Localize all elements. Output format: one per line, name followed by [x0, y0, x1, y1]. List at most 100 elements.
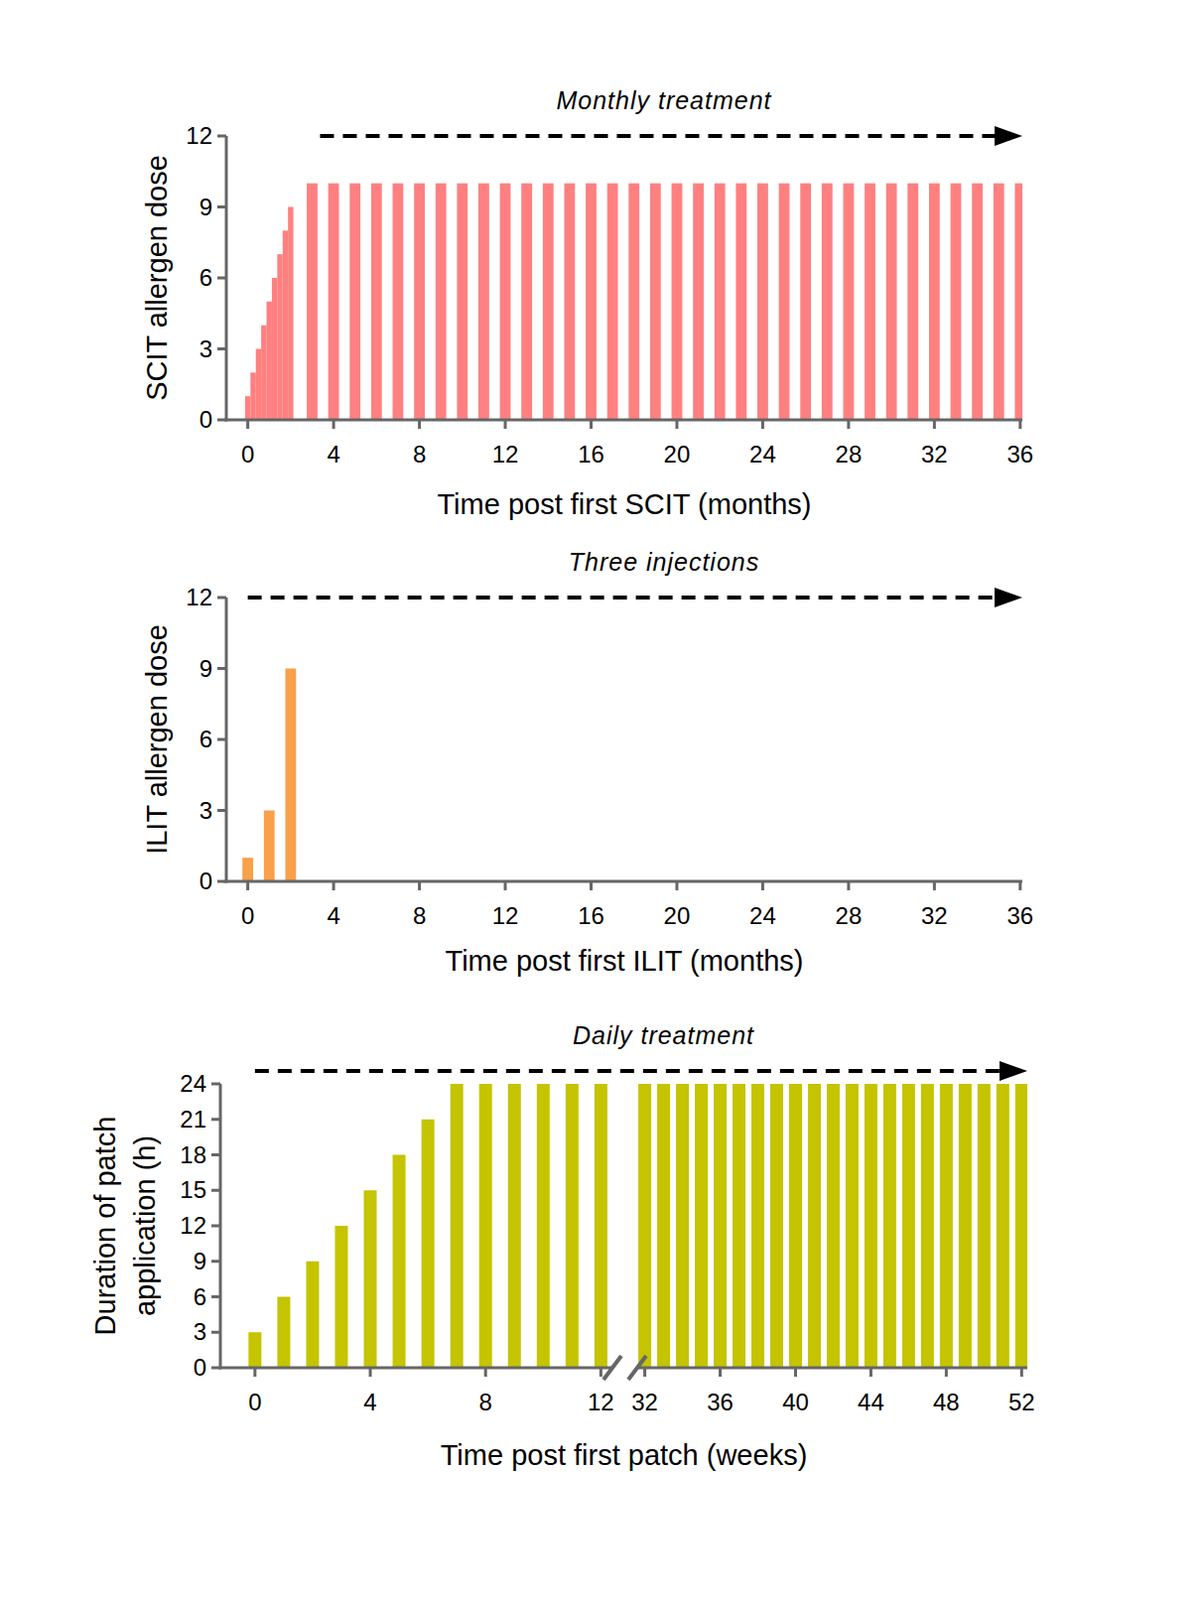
- bars: [248, 1083, 1028, 1368]
- bar: [585, 183, 597, 420]
- x-tick-label: 8: [412, 902, 426, 930]
- bar: [929, 183, 940, 420]
- bar: [770, 1083, 784, 1368]
- y-tick: [211, 1153, 221, 1157]
- x-axis: [225, 880, 1024, 884]
- bar: [328, 183, 340, 420]
- x-tick: [674, 419, 678, 429]
- bar: [628, 183, 640, 420]
- bar: [261, 325, 267, 420]
- bar: [393, 183, 404, 420]
- y-tick-label: 0: [193, 1353, 207, 1381]
- y-tick: [211, 1117, 221, 1121]
- y-tick-label: 24: [179, 1069, 207, 1097]
- x-tick-label: 24: [749, 902, 777, 930]
- arrow-head: [999, 1061, 1028, 1081]
- x-tick-label: 32: [921, 440, 948, 468]
- x-axis-label: Time post first SCIT (months): [436, 488, 811, 521]
- bar: [692, 183, 704, 420]
- title: Three injections: [568, 547, 760, 576]
- bar: [276, 1297, 290, 1369]
- y-tick: [217, 276, 227, 280]
- x-tick: [417, 881, 421, 891]
- bar: [450, 1083, 464, 1368]
- bar: [789, 1083, 802, 1368]
- x-tick: [504, 881, 508, 891]
- bar: [714, 183, 726, 420]
- bar: [245, 396, 251, 420]
- x-tick-label: 28: [835, 902, 863, 930]
- y-tick-label: 9: [199, 655, 213, 682]
- y-tick: [217, 596, 227, 600]
- x-tick-label: 36: [1006, 902, 1034, 930]
- x-tick-label: 20: [664, 440, 691, 468]
- x-tick-label: 12: [492, 902, 520, 930]
- x-tick: [253, 1367, 257, 1377]
- y-tick-label: 3: [199, 797, 213, 824]
- bar: [821, 183, 833, 420]
- x-tick: [846, 419, 850, 429]
- x-tick-label: 8: [479, 1388, 493, 1416]
- bar: [902, 1083, 916, 1368]
- x-tick: [589, 881, 593, 891]
- bar: [242, 857, 254, 882]
- x-tick-label: 44: [857, 1388, 885, 1416]
- y-tick: [211, 1295, 221, 1299]
- bar: [845, 1083, 859, 1368]
- x-tick: [1020, 1367, 1024, 1377]
- bar: [977, 1083, 991, 1368]
- y-tick-label: 18: [179, 1141, 207, 1169]
- x-tick-label: 0: [241, 902, 255, 930]
- x-tick: [599, 1367, 603, 1377]
- x-tick: [589, 419, 593, 429]
- y-tick-label: 9: [193, 1247, 207, 1275]
- bar: [886, 183, 898, 420]
- x-tick: [933, 881, 936, 891]
- bar: [751, 1083, 765, 1368]
- x-tick-label: 16: [577, 440, 605, 468]
- x-tick: [794, 1367, 798, 1377]
- x-tick: [332, 419, 336, 429]
- x-tick-label: 48: [933, 1388, 960, 1416]
- chart: 03691204812162024283236Time post first S…: [140, 86, 1034, 521]
- bar: [284, 668, 296, 883]
- bar: [757, 183, 769, 420]
- x-tick-label: 32: [921, 902, 948, 930]
- y-tick-label: 0: [199, 867, 213, 895]
- x-axis-label: Time post first patch (weeks): [440, 1439, 808, 1471]
- bar: [993, 183, 1005, 420]
- y-tick-label: 21: [179, 1105, 207, 1133]
- bar: [958, 1083, 972, 1368]
- bar: [842, 183, 854, 420]
- bar: [921, 1083, 935, 1368]
- y-tick: [217, 347, 227, 351]
- x-axis: [637, 1366, 1028, 1370]
- bar: [1015, 1083, 1029, 1368]
- x-tick: [504, 419, 508, 429]
- bar: [779, 183, 791, 420]
- y-tick-label: 15: [179, 1176, 207, 1203]
- x-tick: [761, 419, 765, 429]
- axis-break: [628, 1355, 647, 1380]
- y-tick: [211, 1259, 221, 1263]
- bar: [250, 372, 256, 420]
- bar: [413, 183, 425, 420]
- x-tick: [246, 419, 250, 429]
- x-tick: [1018, 419, 1022, 429]
- y-tick: [211, 1331, 221, 1335]
- x-tick-label: 4: [326, 440, 340, 468]
- y-tick-label: 12: [185, 583, 213, 611]
- bar: [732, 1083, 746, 1368]
- bar: [713, 1083, 727, 1368]
- x-tick: [674, 881, 678, 891]
- bar: [267, 301, 272, 420]
- bar: [371, 183, 383, 420]
- y-tick: [211, 1082, 221, 1086]
- y-axis-label: ILIT allergen dose: [140, 624, 173, 855]
- bar: [1014, 183, 1023, 420]
- bar: [364, 1190, 378, 1368]
- bar: [864, 1083, 878, 1368]
- bar: [594, 1083, 608, 1368]
- bar: [479, 1083, 493, 1368]
- title: Daily treatment: [572, 1021, 755, 1050]
